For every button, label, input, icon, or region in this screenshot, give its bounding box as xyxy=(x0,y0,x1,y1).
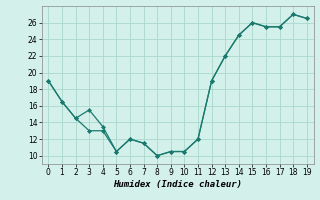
X-axis label: Humidex (Indice chaleur): Humidex (Indice chaleur) xyxy=(113,180,242,189)
